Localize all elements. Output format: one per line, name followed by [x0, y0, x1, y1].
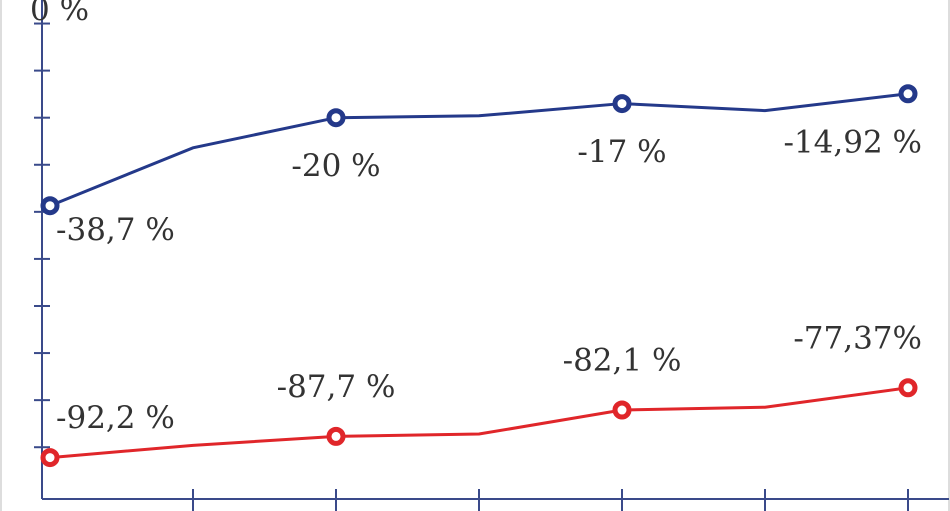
point	[326, 108, 346, 128]
point	[898, 378, 918, 398]
data-label: -38,7 %	[56, 212, 175, 248]
data-label: -87,7 %	[277, 369, 396, 405]
line	[49, 386, 909, 460]
point	[40, 448, 60, 468]
data-label: -82,1 %	[563, 343, 682, 379]
line	[49, 92, 909, 208]
data-label: -20 %	[291, 148, 380, 184]
y-tick-label: 0 %	[30, 0, 89, 28]
point	[612, 94, 632, 114]
point	[40, 196, 60, 216]
data-label: -92,2 %	[56, 400, 175, 436]
data-label: -17 %	[577, 134, 666, 170]
point	[898, 84, 918, 104]
data-label: -14,92 %	[783, 124, 922, 160]
data-label: -77,37%	[793, 320, 922, 356]
point	[612, 400, 632, 420]
point	[326, 426, 346, 446]
